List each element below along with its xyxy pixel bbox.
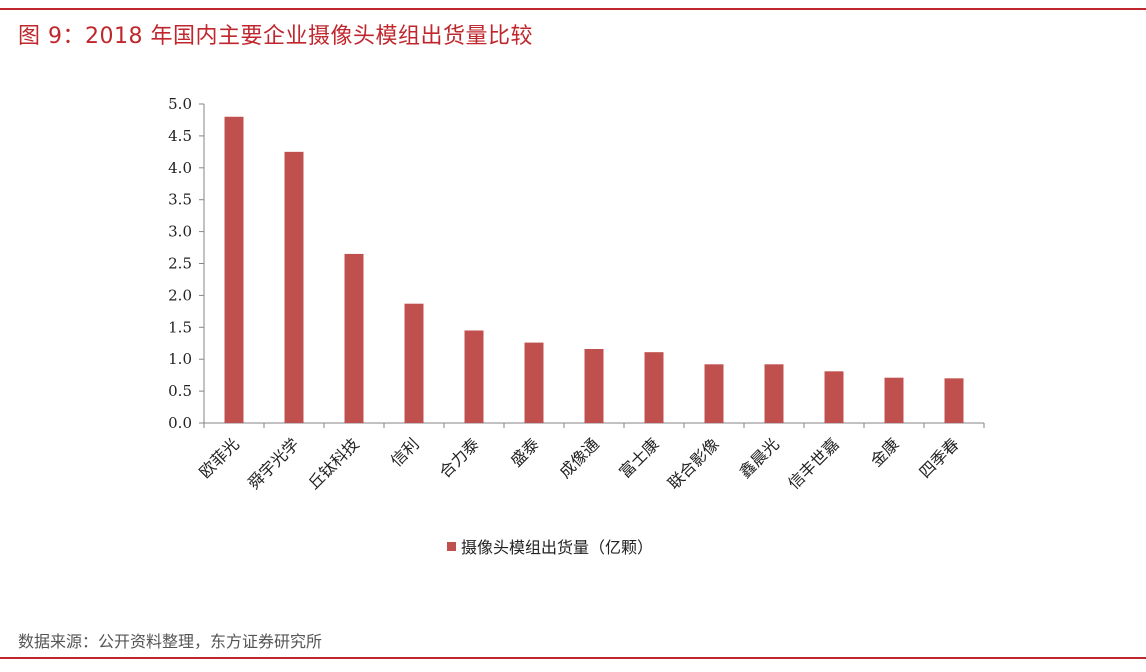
y-tick-label: 0.0: [168, 414, 192, 432]
chart-legend: 摄像头模组出货量（亿颗）: [447, 534, 653, 558]
bar: [584, 348, 604, 423]
bar: [884, 377, 904, 423]
legend-swatch: [447, 541, 456, 551]
bar: [224, 116, 244, 423]
bar: [524, 342, 544, 423]
legend-label: 摄像头模组出货量（亿颗）: [461, 538, 654, 557]
bar: [464, 330, 484, 423]
bar: [404, 303, 424, 423]
y-tick-label: 4.0: [168, 159, 192, 177]
bottom-rule: [0, 657, 1146, 659]
bar: [764, 364, 784, 423]
top-rule: [0, 8, 1146, 10]
x-tick-label: 信丰世嘉: [784, 434, 843, 493]
x-tick-label: 信利: [387, 434, 423, 470]
y-tick-label: 2.5: [168, 255, 192, 273]
y-tick-label: 5.0: [168, 95, 192, 113]
x-tick-label: 鑫晨光: [735, 434, 782, 481]
y-tick-label: 4.5: [168, 127, 192, 145]
bar: [284, 151, 304, 423]
x-tick-label: 丘钛科技: [304, 434, 363, 493]
page-title: 图 9：2018 年国内主要企业摄像头模组出货量比较: [18, 24, 533, 49]
source-note: 数据来源：公开资料整理，东方证券研究所: [18, 632, 323, 651]
y-tick-label: 1.5: [168, 318, 192, 336]
bar: [644, 352, 664, 423]
x-tick-label: 富士康: [615, 434, 662, 481]
x-tick-label: 合力泰: [435, 434, 482, 481]
bar: [344, 253, 364, 423]
bar: [944, 378, 964, 423]
y-tick-label: 3.5: [168, 191, 192, 209]
bar: [704, 364, 724, 423]
y-tick-label: 1.0: [168, 350, 192, 368]
bar: [824, 371, 844, 423]
y-tick-label: 2.0: [168, 286, 192, 304]
x-tick-label: 联合影像: [664, 434, 723, 493]
x-tick-label: 欧菲光: [195, 434, 242, 481]
y-tick-label: 0.5: [168, 382, 192, 400]
x-tick-label: 金康: [867, 434, 903, 470]
x-tick-label: 四季春: [915, 434, 962, 481]
y-tick-label: 3.0: [168, 223, 192, 241]
x-tick-label: 盛泰: [507, 434, 543, 470]
x-tick-label: 成像通: [555, 434, 602, 481]
x-tick-label: 舜宇光学: [244, 434, 303, 493]
